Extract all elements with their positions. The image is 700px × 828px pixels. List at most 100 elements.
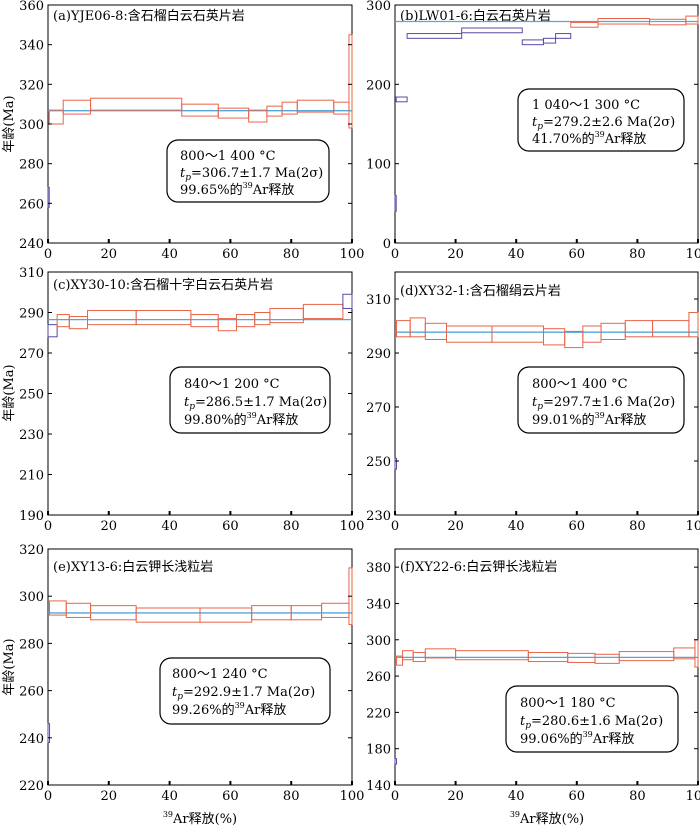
y-tick-label: 320 — [19, 78, 44, 93]
step-box-2 — [48, 109, 64, 125]
x-axis-label-left-text: Ar释放(%) — [172, 812, 237, 827]
y-tick-label: 270 — [19, 347, 44, 362]
panel-d: (d)XY32-1:含石榴绢云片岩 230 250 270 290 310 0 20 40 6… — [366, 271, 700, 534]
panel-a-info-age: tp=306.7±1.7 Ma(2σ) — [180, 166, 323, 183]
x-tick-label: 0 — [44, 519, 52, 534]
step-box-8 — [570, 21, 599, 28]
y-tick-label: 140 — [366, 779, 391, 794]
y-tick-label: 250 — [19, 388, 44, 403]
step-box-9 — [594, 653, 620, 664]
x-axis-label-right: 39Ar释放(%) — [510, 810, 584, 827]
panel-a-info-release-pct: 99.65%的 — [180, 182, 243, 198]
y-tick-label: 230 — [19, 428, 44, 443]
panel-a-y-ticks: 240 260 280 300 320 340 360 — [19, 0, 352, 252]
panel-c-info-release-pct: 99.80%的 — [184, 412, 247, 428]
y-tick-label: 300 — [366, 0, 391, 14]
panel-c-title: (c)XY30-10:含石榴十字白云石英片岩 — [53, 277, 273, 293]
y-tick-label: 270 — [366, 401, 391, 416]
panel-d-marks — [394, 312, 699, 470]
step-box-2 — [56, 314, 70, 328]
panel-f-info-age: tp=280.6±1.6 Ma(2σ) — [520, 714, 663, 731]
x-tick-label: 100 — [340, 519, 365, 534]
panel-d-info-release-tail: Ar释放 — [604, 413, 647, 428]
y-tick-label: 340 — [366, 597, 391, 612]
panel-b-info-release-tail: Ar释放 — [604, 132, 647, 147]
panel-a: (a)YJE06-8:含石榴白云石英片岩 240 260 280 300 320 340 3… — [19, 0, 364, 262]
panel-a-info-release: 99.65%的39Ar释放 — [180, 181, 294, 198]
panel-d-info-release-sup: 39 — [595, 411, 605, 420]
x-tick-label: 100 — [686, 247, 700, 262]
step-box-13 — [688, 312, 699, 338]
panel-d-frame — [394, 271, 699, 516]
panel-b-info-release-pct: 41.70%的 — [532, 131, 595, 147]
x-tick-label: 20 — [447, 247, 464, 262]
panel-e-info-release-pct: 99.26%的 — [172, 702, 235, 718]
y-axis-label-top: 年龄(Ma) — [2, 95, 17, 152]
panel-e: (e)XY13-6:白云钾长浅粒岩 220 240 260 280 300 320 0 20… — [19, 543, 364, 804]
step-box-2 — [396, 320, 411, 338]
x-tick-label: 80 — [283, 789, 300, 804]
y-tick-label: 380 — [366, 561, 391, 576]
step-box-4 — [90, 97, 183, 111]
x-tick-label: 40 — [161, 789, 178, 804]
step-box-6 — [190, 314, 219, 328]
x-tick-label: 20 — [447, 519, 464, 534]
panel-f: (f)XY22-6:白云钾长浅粒岩 140180220260300340380 … — [366, 548, 700, 804]
x-axis-label-right-text: Ar释放(%) — [519, 812, 584, 827]
panel-f-info-age-value: =280.6±1.6 Ma(2σ) — [531, 714, 663, 729]
panel-c: (c)XY30-10:含石榴十字白云石英片岩 190 210 230 250 270 29… — [19, 266, 364, 534]
panel-d-y-ticks: 230 250 270 290 310 — [366, 293, 698, 524]
y-tick-label: 310 — [366, 293, 391, 308]
step-box-1 — [394, 194, 397, 212]
step-box-4 — [87, 309, 137, 326]
panel-f-info-box — [505, 685, 679, 753]
x-tick-label: 100 — [340, 247, 365, 262]
panel-d-info-age: tp=297.7±1.6 Ma(2σ) — [532, 395, 675, 412]
x-tick-label: 0 — [391, 519, 399, 534]
step-box-7 — [248, 109, 268, 123]
panel-c-info-release-tail: Ar释放 — [256, 413, 299, 428]
x-tick-label: 0 — [391, 247, 399, 262]
step-box-11 — [685, 15, 699, 25]
step-box-5 — [521, 39, 544, 46]
x-tick-label: 100 — [686, 789, 700, 804]
step-box-6 — [199, 607, 253, 623]
panel-e-info-release-tail: Ar释放 — [244, 703, 287, 718]
y-tick-label: 220 — [19, 779, 44, 794]
x-tick-label: 40 — [161, 519, 178, 534]
y-tick-label: 260 — [19, 685, 44, 700]
panel-e-info-release-sup: 39 — [235, 701, 245, 710]
step-box-2 — [396, 655, 404, 666]
step-box-12 — [342, 293, 353, 309]
panel-b-x-ticks: 0 20 40 60 80 100 — [391, 239, 700, 262]
step-box-9 — [582, 325, 602, 343]
y-tick-label: 220 — [366, 706, 391, 721]
x-tick-label: 20 — [101, 247, 118, 262]
panel-c-info-release-sup: 39 — [247, 411, 257, 420]
panel-c-x-ticks: 0 20 40 60 80 100 — [44, 511, 365, 534]
panel-c-info-age-value: =286.5±1.7 Ma(2σ) — [195, 395, 327, 410]
panel-e-info-box — [159, 657, 331, 725]
step-box-9 — [281, 101, 298, 115]
panel-a-info-release-tail: Ar释放 — [252, 183, 295, 198]
step-box-7 — [217, 318, 237, 332]
step-box-3 — [406, 33, 463, 39]
y-tick-label: 320 — [19, 543, 44, 558]
step-box-10 — [618, 651, 675, 662]
step-box-12 — [348, 34, 353, 129]
x-tick-label: 80 — [629, 519, 646, 534]
x-tick-label: 60 — [222, 247, 239, 262]
x-tick-label: 80 — [629, 789, 646, 804]
x-tick-label: 40 — [508, 789, 525, 804]
panel-e-info-release: 99.26%的39Ar释放 — [172, 701, 286, 718]
panel-f-y-ticks: 140 180 220 260 300 340 380 — [366, 561, 698, 794]
step-box-9 — [321, 602, 350, 618]
panel-d-title: (d)XY32-1:含石榴绢云片岩 — [400, 283, 561, 299]
y-tick-label: 100 — [366, 158, 391, 173]
y-tick-label: 300 — [366, 634, 391, 649]
step-box-12 — [652, 320, 690, 338]
panel-d-info-age-value: =297.7±1.6 Ma(2σ) — [543, 395, 675, 410]
panel-b-frame — [394, 4, 699, 244]
panel-a-x-ticks: 0 20 40 60 80 100 — [44, 239, 365, 262]
